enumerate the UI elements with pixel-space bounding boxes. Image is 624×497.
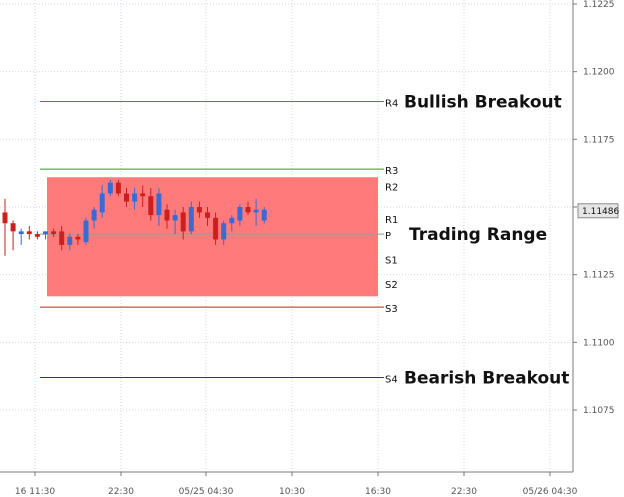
candle-body [221, 223, 227, 240]
candle-body [51, 231, 57, 235]
pivot-label-s3: S3 [385, 304, 398, 315]
candle-body [59, 231, 65, 245]
candle-body [164, 209, 170, 221]
x-axis-ticks[interactable]: 16 11:30 22:30 05/25 04:30 10:30 16:30 22:30 0… [15, 472, 578, 497]
candle-body [261, 209, 267, 221]
annotations: Bullish Breakout Trading Range Bearish Bre… [404, 92, 569, 388]
candle-body [83, 220, 89, 243]
x-tick-label: 16:30 [365, 487, 391, 497]
candle-body [26, 231, 32, 235]
candle-body [213, 217, 219, 240]
last-price-badge: 1.11486 [577, 203, 619, 219]
trading-range-box [47, 177, 378, 297]
y-tick-label: 1.1100 [583, 338, 615, 348]
candle-body [124, 193, 129, 202]
y-tick-label: 1.1125 [583, 271, 615, 281]
annotation-bullish-breakout: Bullish Breakout [404, 92, 562, 112]
candle-body [107, 182, 113, 194]
pivot-labels: R4 R3 R2 R1 P S1 S2 S3 S4 [385, 98, 398, 385]
annotation-bearish-breakout: Bearish Breakout [404, 369, 569, 389]
pivot-label-r2: R2 [385, 182, 398, 193]
pivot-label-r4: R4 [385, 98, 398, 109]
candle-body [91, 209, 97, 221]
candle-body [205, 212, 210, 218]
candle-body [140, 193, 146, 197]
candle-body [172, 215, 178, 221]
candle-body [188, 207, 194, 232]
candle-body [2, 212, 8, 224]
pivot-label-s2: S2 [385, 280, 398, 291]
pivot-label-p: P [385, 231, 391, 242]
candle-body [180, 212, 186, 232]
pivot-label-s1: S1 [385, 255, 398, 266]
candlestick-series [2, 179, 267, 256]
candle-body [43, 231, 48, 235]
candle-body [115, 182, 121, 194]
grid-lines [0, 0, 573, 472]
x-tick-label: 05/26 04:30 [523, 487, 578, 497]
x-tick-label: 16 11:30 [15, 487, 56, 497]
x-tick-label: 05/25 04:30 [179, 487, 234, 497]
y-tick-label: 1.1200 [583, 68, 615, 78]
candle-body [156, 193, 162, 216]
x-tick-label: 10:30 [279, 487, 305, 497]
candle-body [237, 207, 243, 221]
candle-body [18, 231, 24, 235]
candle-body [67, 236, 73, 245]
candle-body [245, 207, 251, 213]
pivot-label-r3: R3 [385, 166, 398, 177]
candle-body [99, 193, 105, 213]
last-price-label: 1.11486 [582, 207, 619, 217]
candle-body [148, 196, 154, 216]
x-tick-label: 22:30 [451, 487, 477, 497]
candle-body [229, 217, 235, 224]
candle-body [253, 209, 259, 213]
y-tick-label: 1.1175 [583, 135, 615, 145]
candle-body [75, 236, 81, 240]
pivot-label-s4: S4 [385, 375, 398, 386]
y-tick-label: 1.1075 [583, 406, 615, 416]
candle-body [34, 234, 40, 237]
candle-body [132, 193, 138, 202]
x-tick-label: 22:30 [108, 487, 134, 497]
annotation-trading-range: Trading Range [409, 225, 547, 245]
candle-body [196, 207, 202, 213]
pivot-label-r1: R1 [385, 215, 398, 226]
candle-body [10, 223, 16, 232]
last-price-badge-box [577, 203, 619, 219]
y-tick-label: 1.1225 [583, 0, 615, 10]
pivot-lines [40, 100, 384, 379]
